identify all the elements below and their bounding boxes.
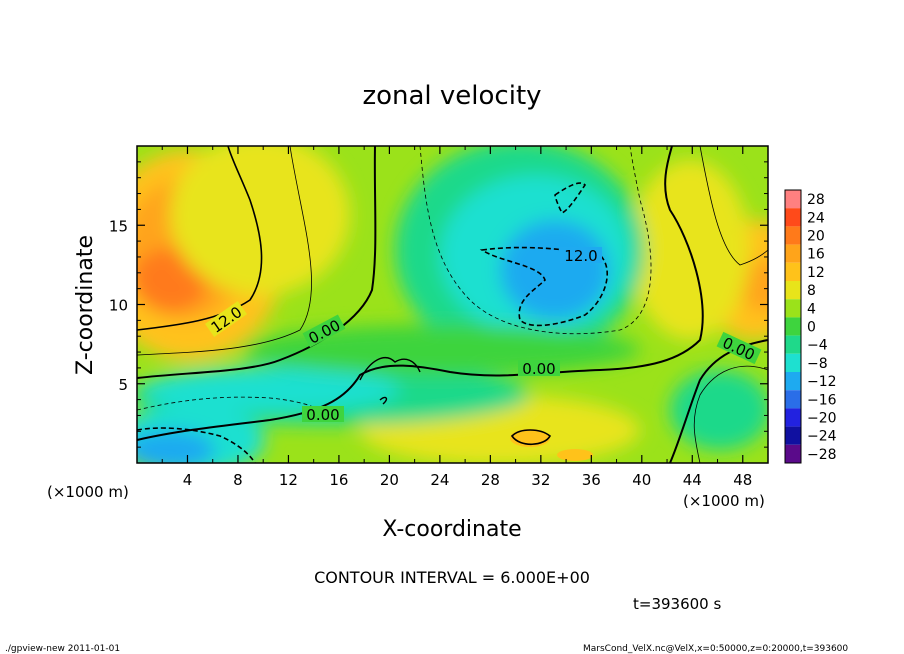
- colorbar-label-3: 16: [807, 247, 825, 263]
- footer-left-note: ./gpview-new 2011-01-01: [5, 644, 120, 654]
- colorbar-swatch-9: [785, 353, 801, 372]
- colorbar-label-6: 4: [807, 301, 816, 317]
- colorbar-label-5: 8: [807, 283, 816, 299]
- colorbar-label-7: 0: [807, 320, 816, 336]
- x-tick-label-10: 44: [683, 471, 702, 489]
- svg-text:0.00: 0.00: [522, 360, 555, 378]
- x-tick-label-7: 32: [531, 471, 550, 489]
- x-tick-label-4: 20: [380, 471, 399, 489]
- x-tick-label-1: 8: [233, 471, 243, 489]
- colorbar-label-11: −16: [807, 392, 837, 408]
- x-axis-unit: (×1000 m): [683, 492, 765, 510]
- colorbar-swatch-0: [785, 190, 801, 209]
- x-tick-label-0: 4: [183, 471, 193, 489]
- colorbar-swatch-3: [785, 244, 801, 263]
- contour-label-4: 0.00: [518, 360, 560, 378]
- contour-field: 12.0 0.00 0.00 0.00 12.0 0.00: [137, 146, 768, 463]
- colorbar-swatch-4: [785, 262, 801, 281]
- colorbar-swatch-8: [785, 335, 801, 354]
- colorbar-swatch-13: [785, 426, 801, 445]
- contour-label-3: 0.00: [302, 406, 344, 424]
- contour-line-thin-1: [137, 146, 312, 356]
- contour-label-5: 12.0: [560, 247, 602, 265]
- colorbar-label-12: −20: [807, 411, 837, 427]
- colorbar-label-13: −24: [807, 429, 837, 445]
- colorbar-swatch-6: [785, 299, 801, 318]
- x-tick-label-3: 16: [329, 471, 348, 489]
- contour-line-thin-3: [693, 365, 768, 463]
- svg-text:0.00: 0.00: [306, 406, 339, 424]
- contour-line-neg12-top: [554, 182, 587, 215]
- colorbar-label-4: 12: [807, 265, 825, 281]
- colorbar-swatch-12: [785, 408, 801, 427]
- contour-line-warm-spot: [510, 429, 552, 446]
- y-axis-title: Z-coordinate: [73, 235, 98, 375]
- colorbar-label-1: 24: [807, 210, 825, 226]
- cool-region-bottom-right: [670, 370, 768, 450]
- chart-title: zonal velocity: [362, 81, 541, 111]
- warm-spot-2: [557, 449, 593, 461]
- x-axis-title: X-coordinate: [382, 517, 521, 542]
- colorbar-swatch-14: [785, 444, 801, 463]
- x-tick-label-11: 48: [733, 471, 752, 489]
- contour-line-neg6-center: [419, 146, 652, 335]
- colorbar-label-14: −28: [807, 447, 837, 463]
- colorbar-swatch-5: [785, 281, 801, 300]
- x-axis-ticks: 4 8 12 16 20 24 28 32 36 40 44 48: [161, 146, 752, 489]
- contour-line-12-left: [137, 146, 263, 331]
- colorbar-swatch-10: [785, 372, 801, 391]
- y-axis-ticks: 5 10 15: [109, 161, 768, 448]
- contour-interval-label: CONTOUR INTERVAL = 6.000E+00: [314, 568, 590, 587]
- mid-yellow-left: [170, 146, 350, 295]
- x-tick-label-8: 36: [582, 471, 601, 489]
- y-tick-label-2: 15: [109, 217, 128, 235]
- colorbar-label-8: −4: [807, 338, 828, 354]
- cool-region-bottom-left-core: [137, 430, 215, 463]
- colorbar-swatch-7: [785, 317, 801, 336]
- x-tick-label-9: 40: [632, 471, 651, 489]
- contour-line-0-b: [137, 146, 704, 441]
- footer-right-note: MarsCond_VelX.nc@VelX,x=0:50000,z=0:2000…: [583, 644, 848, 654]
- time-label: t=393600 s: [633, 595, 721, 613]
- colorbar-label-2: 20: [807, 229, 825, 245]
- colorbar-swatch-1: [785, 208, 801, 227]
- contour-line-squiggle: [359, 357, 421, 405]
- y-axis-unit: (×1000 m): [47, 483, 129, 501]
- svg-text:12.0: 12.0: [564, 247, 597, 265]
- green-band-mid: [240, 325, 640, 375]
- colorbar-swatch-11: [785, 390, 801, 409]
- contour-line-neg12-bottom-left: [137, 427, 256, 463]
- contour-line-thin-2: [699, 146, 768, 266]
- colorbar-label-10: −12: [807, 374, 837, 390]
- cool-region-center-core: [500, 220, 610, 320]
- y-tick-label-0: 5: [118, 376, 128, 394]
- colorbar-label-0: 28: [807, 192, 825, 208]
- colorbar: 28 24 20 16 12 8 4 0 −4 −8 −12 −16 −20 −24 −28: [784, 189, 837, 464]
- x-tick-label-5: 24: [430, 471, 449, 489]
- x-tick-label-6: 28: [481, 471, 500, 489]
- x-tick-label-2: 12: [279, 471, 298, 489]
- colorbar-frame: [784, 189, 802, 464]
- colorbar-label-9: −8: [807, 356, 828, 372]
- colorbar-swatch-2: [785, 226, 801, 245]
- y-tick-label-1: 10: [109, 297, 128, 315]
